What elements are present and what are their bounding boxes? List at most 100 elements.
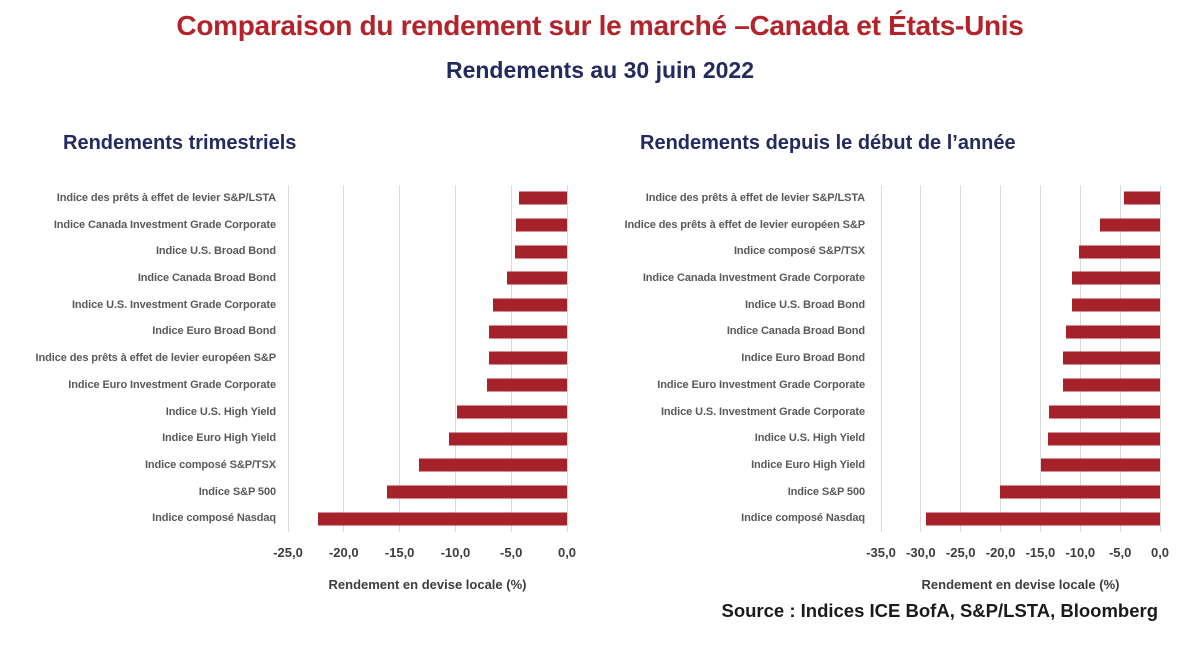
category-label: Indice U.S. Broad Bond xyxy=(744,298,865,311)
category-label: Indice Euro Broad Bond xyxy=(152,325,276,338)
category-label: Indice U.S. High Yield xyxy=(165,405,276,418)
gridline xyxy=(1039,185,1041,532)
category-label: Indice Euro High Yield xyxy=(751,458,865,471)
axis-tick-label: -10,0 xyxy=(1065,544,1096,560)
gridline xyxy=(343,185,345,532)
x-axis-title: Rendement en devise locale (%) xyxy=(921,576,1120,592)
bar-row xyxy=(881,345,1160,372)
category-labels: Indice des prêts à effet de levier S&P/L… xyxy=(30,185,288,532)
bar xyxy=(486,378,567,392)
bar xyxy=(999,485,1160,499)
category-label: Indice des prêts à effet de levier europ… xyxy=(624,218,866,231)
bar xyxy=(1062,351,1160,365)
quarterly-returns-chart: Rendements trimestriels Indice des prêts … xyxy=(30,131,576,592)
category-label: Indice U.S. Investment Grade Corporate xyxy=(71,298,276,311)
x-axis-ticks: -35,0 -30,0 -25,0 -20,0 -15,0 -10,0 -5,0 0,0 xyxy=(866,532,1169,560)
axis-tick-label: 0,0 xyxy=(557,544,577,560)
bar xyxy=(488,325,567,339)
axis-tick-label: -5,0 xyxy=(1108,544,1132,560)
bar-row xyxy=(288,372,567,399)
chart-plot-area: Indice des prêts à effet de levier S&P/L… xyxy=(598,185,1161,532)
bar xyxy=(387,485,567,499)
category-label: Indice des prêts à effet de levier S&P/L… xyxy=(56,192,276,204)
bar-row xyxy=(288,479,567,506)
bar-row xyxy=(881,265,1160,292)
bar-row xyxy=(881,238,1160,265)
bar xyxy=(515,218,567,232)
bar-row xyxy=(881,185,1160,212)
axis-tick-label: -25,0 xyxy=(273,544,303,560)
axis-tick-label: -15,0 xyxy=(384,544,415,560)
axis-tick-label: -25,0 xyxy=(945,544,976,560)
source-note: Source : Indices ICE BofA, S&P/LSTA, Blo… xyxy=(721,600,1158,621)
category-labels: Indice des prêts à effet de levier S&P/L… xyxy=(598,185,881,532)
axis-tick-label: -20,0 xyxy=(328,544,359,560)
category-label: Indice S&P 500 xyxy=(787,485,865,498)
category-label: Indice des prêts à effet de levier europ… xyxy=(35,352,277,365)
category-label: Indice composé S&P/TSX xyxy=(144,458,276,471)
category-label: Indice S&P 500 xyxy=(198,485,276,498)
bar-row xyxy=(881,452,1160,479)
category-label: Indice U.S. Broad Bond xyxy=(155,245,276,258)
category-label: Indice Euro Broad Bond xyxy=(741,352,865,365)
gridline xyxy=(920,185,922,532)
category-label: Indice Canada Broad Bond xyxy=(137,272,276,285)
bar-row xyxy=(288,185,567,212)
ytd-returns-chart: Rendements depuis le début de l’année Ind… xyxy=(598,131,1169,592)
x-axis-ticks: -25,0 -20,0 -15,0 -10,0 -5,0 0,0 xyxy=(273,532,576,560)
page-subtitle: Rendements au 30 juin 2022 xyxy=(445,57,755,83)
bar-row xyxy=(288,452,567,479)
category-label: Indice composé Nasdaq xyxy=(152,512,276,525)
bar xyxy=(493,298,567,312)
bar xyxy=(926,512,1160,526)
bar-row xyxy=(288,425,567,452)
axis-tick-label: -20,0 xyxy=(985,544,1016,560)
bar xyxy=(1072,271,1160,285)
bar-row xyxy=(288,399,567,426)
gridline xyxy=(566,185,568,532)
x-axis-title: Rendement en devise locale (%) xyxy=(328,576,527,592)
bar xyxy=(488,351,567,365)
chart-title: Rendements trimestriels xyxy=(63,132,297,154)
axis-tick-label: 0,0 xyxy=(1150,544,1170,560)
bar xyxy=(514,245,567,259)
bar xyxy=(1065,325,1160,339)
category-label: Indice Euro Investment Grade Corporate xyxy=(657,378,865,391)
category-label: Indice des prêts à effet de levier S&P/L… xyxy=(645,192,865,204)
gridline xyxy=(399,185,401,532)
bar xyxy=(506,271,567,285)
category-label: Indice U.S. Investment Grade Corporate xyxy=(660,405,865,418)
plot-grid xyxy=(880,185,1161,532)
bar-row xyxy=(288,238,567,265)
page-title: Comparaison du rendement sur le marché –… xyxy=(176,10,1024,41)
bar-row xyxy=(288,318,567,345)
category-label: Indice Canada Broad Bond xyxy=(726,325,865,338)
bar xyxy=(1072,298,1160,312)
bar xyxy=(1047,432,1160,446)
bar-row xyxy=(288,212,567,239)
bar xyxy=(318,512,567,526)
bar-row xyxy=(881,318,1160,345)
bar xyxy=(1078,245,1160,259)
bar xyxy=(418,458,567,472)
bar-row xyxy=(881,425,1160,452)
bar xyxy=(1041,458,1160,472)
bar-row xyxy=(881,212,1160,239)
axis-tick-label: -15,0 xyxy=(1025,544,1056,560)
gridline xyxy=(960,185,962,532)
axis-tick-label: -10,0 xyxy=(440,544,471,560)
gridline xyxy=(1159,185,1161,532)
bar-row xyxy=(881,372,1160,399)
axis-tick-label: -30,0 xyxy=(906,544,936,560)
bar xyxy=(448,432,567,446)
bar-row xyxy=(288,292,567,319)
category-label: Indice U.S. High Yield xyxy=(754,432,865,445)
bar-row xyxy=(881,505,1160,532)
plot-grid xyxy=(287,185,568,532)
bar xyxy=(519,191,567,205)
category-label: Indice composé Nasdaq xyxy=(741,512,865,525)
bar xyxy=(1124,191,1160,205)
bar-row xyxy=(881,479,1160,506)
category-label: Indice Canada Investment Grade Corporate xyxy=(53,218,276,231)
